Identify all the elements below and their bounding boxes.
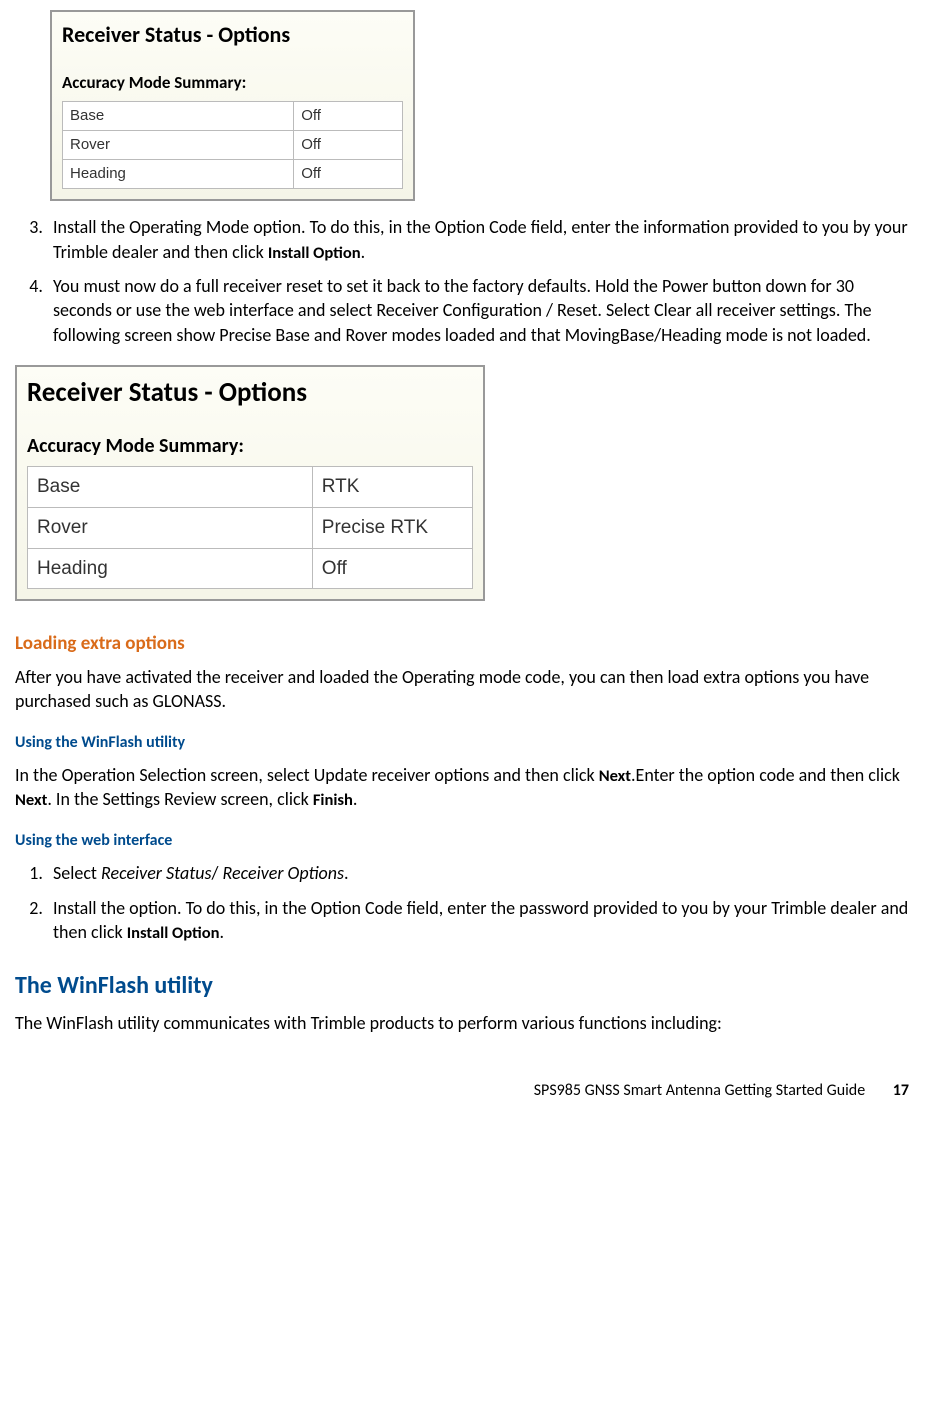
paragraph: After you have activated the receiver an… xyxy=(15,665,914,714)
list-item: Install the option. To do this, in the O… xyxy=(47,896,914,945)
text: .Enter the option code and then click xyxy=(631,764,900,786)
text: . xyxy=(353,788,358,810)
instruction-list-2: Select Receiver Status/ Receiver Options… xyxy=(15,861,914,944)
ui-label: Next xyxy=(15,790,47,810)
text: . xyxy=(344,862,349,884)
mode-value: RTK xyxy=(312,467,472,508)
ui-label: Finish xyxy=(313,790,353,810)
menu-path: Receiver Options xyxy=(223,862,345,884)
mode-value: Off xyxy=(294,101,403,130)
mode-label: Rover xyxy=(63,130,294,159)
receiver-status-box-1: Receiver Status - Options Accuracy Mode … xyxy=(50,10,415,201)
mode-label: Base xyxy=(28,467,313,508)
footer-guide-title: SPS985 GNSS Smart Antenna Getting Starte… xyxy=(534,1081,865,1100)
mode-value: Off xyxy=(312,548,472,589)
mode-label: Rover xyxy=(28,508,313,549)
table-row: Base RTK xyxy=(28,467,473,508)
paragraph: In the Operation Selection screen, selec… xyxy=(15,763,914,812)
ui-label: Install Option xyxy=(127,923,220,943)
table-row: Heading Off xyxy=(28,548,473,589)
table-row: Heading Off xyxy=(63,160,403,189)
status-title: Receiver Status - Options xyxy=(62,20,403,50)
status-title: Receiver Status - Options xyxy=(27,375,473,411)
text: . In the Settings Review screen, click xyxy=(47,788,313,810)
instruction-list-1: Install the Operating Mode option. To do… xyxy=(15,215,914,347)
ui-label: Install Option xyxy=(268,243,361,263)
heading-using-web-interface: Using the web interface xyxy=(15,830,914,852)
table-row: Rover Off xyxy=(63,130,403,159)
text: You must now do a full receiver reset to… xyxy=(53,275,872,346)
footer-page-number: 17 xyxy=(893,1081,909,1100)
text: In the Operation Selection screen, selec… xyxy=(15,764,599,786)
receiver-status-box-2: Receiver Status - Options Accuracy Mode … xyxy=(15,365,485,601)
ui-label: Next xyxy=(599,766,631,786)
mode-value: Off xyxy=(294,160,403,189)
mode-label: Heading xyxy=(63,160,294,189)
paragraph: The WinFlash utility communicates with T… xyxy=(15,1011,914,1035)
mode-label: Heading xyxy=(28,548,313,589)
table-row: Rover Precise RTK xyxy=(28,508,473,549)
mode-value: Off xyxy=(294,130,403,159)
text: . xyxy=(361,241,366,263)
accuracy-table-1: Base Off Rover Off Heading Off xyxy=(62,101,403,190)
heading-loading-extra-options: Loading extra options xyxy=(15,631,914,657)
text: Install the Operating Mode option. To do… xyxy=(53,216,908,262)
text: Select xyxy=(53,862,101,884)
list-item: You must now do a full receiver reset to… xyxy=(47,274,914,347)
heading-using-winflash-utility: Using the WinFlash utility xyxy=(15,732,914,754)
menu-path: Receiver Status xyxy=(101,862,211,884)
accuracy-table-2: Base RTK Rover Precise RTK Heading Off xyxy=(27,466,473,589)
mode-value: Precise RTK xyxy=(312,508,472,549)
text: . xyxy=(220,921,225,943)
list-item: Select Receiver Status/ Receiver Options… xyxy=(47,861,914,885)
status-subtitle: Accuracy Mode Summary: xyxy=(62,72,403,95)
page-footer: SPS985 GNSS Smart Antenna Getting Starte… xyxy=(15,1080,914,1102)
status-subtitle: Accuracy Mode Summary: xyxy=(27,433,473,460)
heading-winflash-utility: The WinFlash utility xyxy=(15,970,914,1002)
list-item: Install the Operating Mode option. To do… xyxy=(47,215,914,264)
text: / xyxy=(212,862,223,884)
mode-label: Base xyxy=(63,101,294,130)
table-row: Base Off xyxy=(63,101,403,130)
